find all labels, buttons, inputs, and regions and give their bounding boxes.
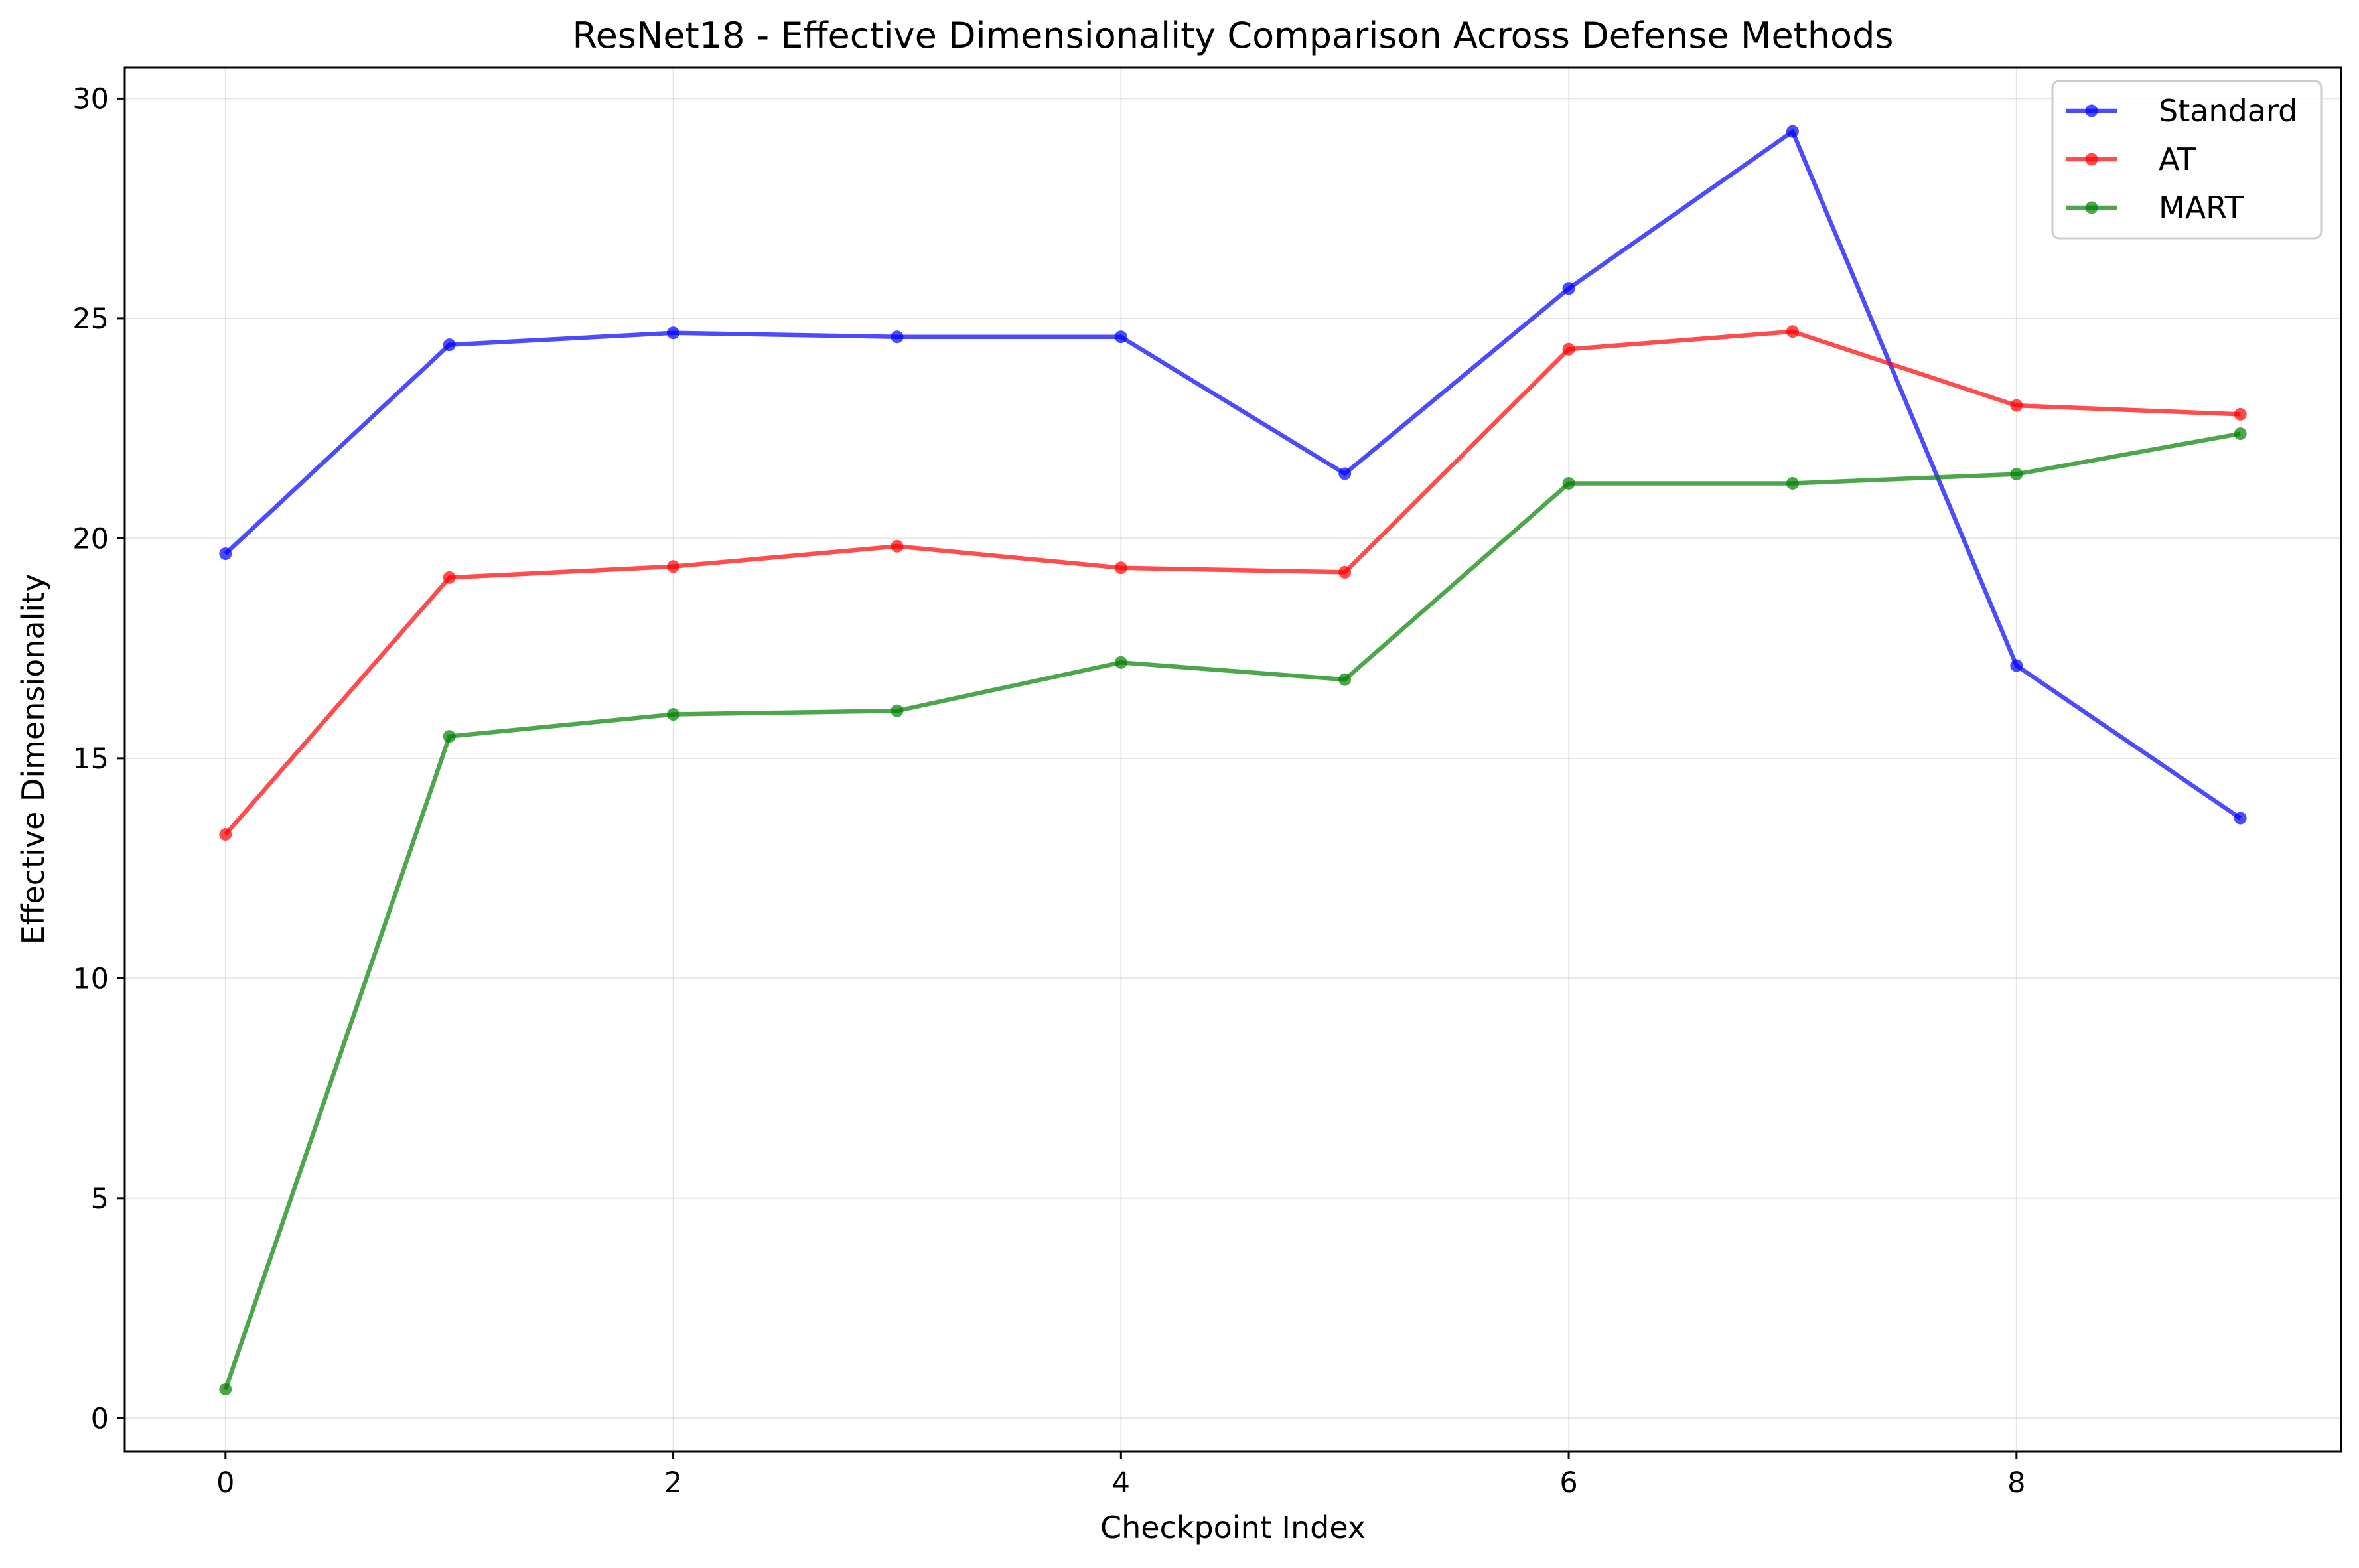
data-point-at <box>667 560 680 573</box>
data-point-mart <box>1786 476 1799 490</box>
legend-label-standard: Standard <box>2159 93 2297 129</box>
y-axis-label: Effective Dimensionality <box>15 574 51 945</box>
data-point-standard <box>2234 812 2247 825</box>
data-point-standard <box>2010 659 2023 672</box>
y-tick-label: 25 <box>72 303 109 336</box>
series-at <box>219 325 2247 841</box>
data-point-standard <box>1114 330 1127 344</box>
x-tick-label: 6 <box>1559 1466 1577 1500</box>
y-tick-label: 10 <box>72 962 109 995</box>
legend-item-at: AT <box>2066 141 2196 177</box>
series-line-mart <box>223 431 2241 1390</box>
legend-item-standard: Standard <box>2066 93 2297 129</box>
y-tick-label: 20 <box>72 522 109 555</box>
data-point-at <box>2010 399 2023 412</box>
data-point-at <box>1114 561 1127 575</box>
x-tick-label: 8 <box>2007 1466 2025 1500</box>
data-point-mart <box>443 730 456 743</box>
data-point-at <box>443 571 456 584</box>
legend-marker-standard <box>2085 104 2098 117</box>
legend-marker-mart <box>2085 201 2098 214</box>
y-tick-label: 5 <box>91 1182 109 1216</box>
x-tick-label: 4 <box>1112 1466 1130 1500</box>
legend: Standard AT MART <box>2051 80 2323 240</box>
data-point-at <box>219 828 232 841</box>
series-group <box>219 125 2247 1396</box>
y-tick-label: 0 <box>91 1402 109 1435</box>
data-point-mart <box>2234 427 2247 441</box>
legend-label-mart: MART <box>2159 190 2244 226</box>
legend-box <box>2051 80 2323 240</box>
data-point-standard <box>891 330 904 344</box>
y-tick-label: 15 <box>72 743 109 776</box>
data-point-standard <box>1338 467 1352 480</box>
series-line-at <box>224 329 2241 836</box>
x-tick-label: 0 <box>216 1466 234 1500</box>
grid-lines <box>125 68 2341 1451</box>
series-line-standard <box>224 129 2242 820</box>
data-point-mart <box>1338 673 1352 686</box>
data-point-mart <box>1114 656 1127 669</box>
data-point-standard <box>443 338 456 352</box>
data-point-standard <box>1786 125 1799 138</box>
x-axis-label: Checkpoint Index <box>1100 1510 1366 1545</box>
legend-label-at: AT <box>2159 141 2196 177</box>
legend-marker-at <box>2085 153 2098 166</box>
data-point-standard <box>1562 282 1575 295</box>
series-mart <box>219 427 2247 1396</box>
data-point-mart <box>2010 468 2023 481</box>
y-tick-label: 30 <box>72 82 109 115</box>
data-point-at <box>1562 342 1575 356</box>
data-point-standard <box>219 547 232 561</box>
x-tick-label: 2 <box>664 1466 682 1500</box>
data-point-at <box>891 539 904 553</box>
data-point-mart <box>1562 476 1575 490</box>
data-point-at <box>1786 325 1799 338</box>
legend-item-mart: MART <box>2066 190 2244 226</box>
data-point-at <box>1338 565 1352 579</box>
data-point-mart <box>667 708 680 721</box>
data-point-at <box>2234 407 2247 421</box>
data-point-mart <box>891 704 904 717</box>
chart-title: ResNet18 - Effective Dimensionality Comp… <box>572 15 1893 56</box>
plot-area-frame <box>123 66 2342 1453</box>
data-point-mart <box>219 1383 232 1396</box>
series-standard <box>219 125 2247 825</box>
axis-ticks: 0 2 4 6 8 0 5 10 15 20 25 30 <box>72 82 2025 1500</box>
data-point-standard <box>667 326 680 340</box>
